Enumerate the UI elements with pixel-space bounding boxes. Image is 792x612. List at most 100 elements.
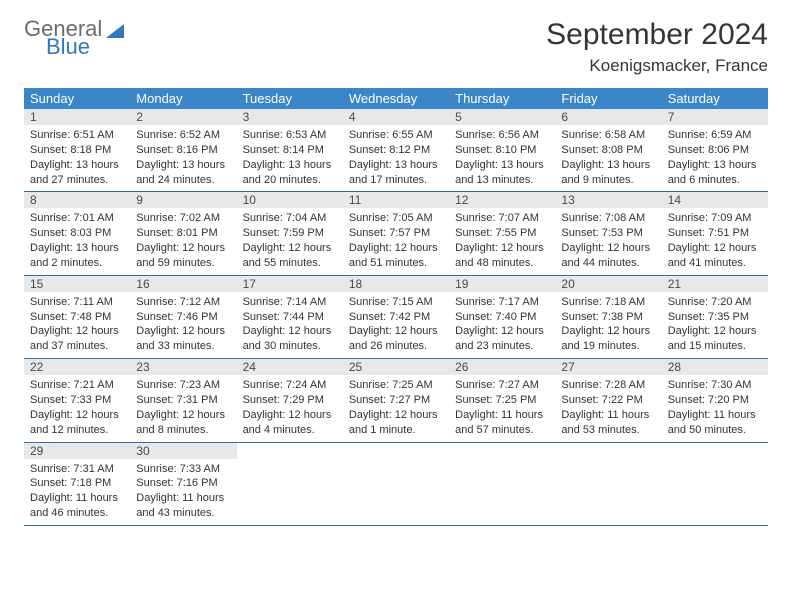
day-body: Sunrise: 7:23 AMSunset: 7:31 PMDaylight:… xyxy=(130,375,236,437)
sunset-text: Sunset: 8:12 PM xyxy=(349,143,443,158)
sunset-text: Sunset: 7:25 PM xyxy=(455,393,549,408)
day-body: Sunrise: 7:17 AMSunset: 7:40 PMDaylight:… xyxy=(449,292,555,354)
day-cell: 20Sunrise: 7:18 AMSunset: 7:38 PMDayligh… xyxy=(555,276,661,358)
empty-cell xyxy=(237,443,343,525)
day-cell: 12Sunrise: 7:07 AMSunset: 7:55 PMDayligh… xyxy=(449,192,555,274)
sunrise-text: Sunrise: 7:05 AM xyxy=(349,211,443,226)
day-cell: 9Sunrise: 7:02 AMSunset: 8:01 PMDaylight… xyxy=(130,192,236,274)
day-body: Sunrise: 7:07 AMSunset: 7:55 PMDaylight:… xyxy=(449,208,555,270)
day-number: 17 xyxy=(237,276,343,292)
day-number: 10 xyxy=(237,192,343,208)
day-body: Sunrise: 6:55 AMSunset: 8:12 PMDaylight:… xyxy=(343,125,449,187)
sunset-text: Sunset: 7:18 PM xyxy=(30,476,124,491)
sunrise-text: Sunrise: 7:30 AM xyxy=(668,378,762,393)
daylight-line2: and 53 minutes. xyxy=(561,423,655,438)
day-body: Sunrise: 7:28 AMSunset: 7:22 PMDaylight:… xyxy=(555,375,661,437)
sunset-text: Sunset: 7:42 PM xyxy=(349,310,443,325)
daylight-line2: and 48 minutes. xyxy=(455,256,549,271)
calendar: Sunday Monday Tuesday Wednesday Thursday… xyxy=(24,88,768,526)
empty-cell xyxy=(343,443,449,525)
day-number: 9 xyxy=(130,192,236,208)
sunrise-text: Sunrise: 6:53 AM xyxy=(243,128,337,143)
sunrise-text: Sunrise: 7:08 AM xyxy=(561,211,655,226)
sunset-text: Sunset: 7:59 PM xyxy=(243,226,337,241)
empty-cell xyxy=(662,443,768,525)
day-number: 30 xyxy=(130,443,236,459)
daylight-line1: Daylight: 11 hours xyxy=(668,408,762,423)
empty-cell xyxy=(449,443,555,525)
sunrise-text: Sunrise: 7:07 AM xyxy=(455,211,549,226)
daylight-line1: Daylight: 12 hours xyxy=(136,324,230,339)
sunrise-text: Sunrise: 7:25 AM xyxy=(349,378,443,393)
page-header: General Blue September 2024 Koenigsmacke… xyxy=(24,18,768,76)
daylight-line2: and 59 minutes. xyxy=(136,256,230,271)
daylight-line1: Daylight: 12 hours xyxy=(30,408,124,423)
daylight-line1: Daylight: 12 hours xyxy=(243,241,337,256)
day-number: 4 xyxy=(343,109,449,125)
daylight-line1: Daylight: 12 hours xyxy=(243,324,337,339)
daylight-line1: Daylight: 13 hours xyxy=(455,158,549,173)
day-cell: 4Sunrise: 6:55 AMSunset: 8:12 PMDaylight… xyxy=(343,109,449,191)
day-body: Sunrise: 7:04 AMSunset: 7:59 PMDaylight:… xyxy=(237,208,343,270)
daylight-line1: Daylight: 12 hours xyxy=(136,241,230,256)
day-cell: 6Sunrise: 6:58 AMSunset: 8:08 PMDaylight… xyxy=(555,109,661,191)
day-number: 14 xyxy=(662,192,768,208)
sunrise-text: Sunrise: 6:52 AM xyxy=(136,128,230,143)
sunset-text: Sunset: 7:16 PM xyxy=(136,476,230,491)
daylight-line2: and 57 minutes. xyxy=(455,423,549,438)
daylight-line1: Daylight: 12 hours xyxy=(243,408,337,423)
sunrise-text: Sunrise: 6:55 AM xyxy=(349,128,443,143)
day-body: Sunrise: 7:01 AMSunset: 8:03 PMDaylight:… xyxy=(24,208,130,270)
day-body: Sunrise: 7:08 AMSunset: 7:53 PMDaylight:… xyxy=(555,208,661,270)
sunrise-text: Sunrise: 7:18 AM xyxy=(561,295,655,310)
daylight-line1: Daylight: 13 hours xyxy=(349,158,443,173)
day-cell: 7Sunrise: 6:59 AMSunset: 8:06 PMDaylight… xyxy=(662,109,768,191)
daylight-line1: Daylight: 12 hours xyxy=(349,241,443,256)
sunset-text: Sunset: 7:48 PM xyxy=(30,310,124,325)
day-cell: 2Sunrise: 6:52 AMSunset: 8:16 PMDaylight… xyxy=(130,109,236,191)
daylight-line1: Daylight: 12 hours xyxy=(668,241,762,256)
daylight-line2: and 2 minutes. xyxy=(30,256,124,271)
day-number: 28 xyxy=(662,359,768,375)
daylight-line1: Daylight: 13 hours xyxy=(30,158,124,173)
sunset-text: Sunset: 7:31 PM xyxy=(136,393,230,408)
day-body: Sunrise: 7:21 AMSunset: 7:33 PMDaylight:… xyxy=(24,375,130,437)
day-body: Sunrise: 7:31 AMSunset: 7:18 PMDaylight:… xyxy=(24,459,130,521)
day-number: 7 xyxy=(662,109,768,125)
daylight-line2: and 6 minutes. xyxy=(668,173,762,188)
daylight-line2: and 46 minutes. xyxy=(30,506,124,521)
day-number: 6 xyxy=(555,109,661,125)
sunrise-text: Sunrise: 7:20 AM xyxy=(668,295,762,310)
sunrise-text: Sunrise: 7:31 AM xyxy=(30,462,124,477)
sunset-text: Sunset: 7:40 PM xyxy=(455,310,549,325)
day-body: Sunrise: 7:14 AMSunset: 7:44 PMDaylight:… xyxy=(237,292,343,354)
day-cell: 26Sunrise: 7:27 AMSunset: 7:25 PMDayligh… xyxy=(449,359,555,441)
daylight-line2: and 27 minutes. xyxy=(30,173,124,188)
day-number: 27 xyxy=(555,359,661,375)
sunrise-text: Sunrise: 7:24 AM xyxy=(243,378,337,393)
daylight-line1: Daylight: 11 hours xyxy=(561,408,655,423)
day-cell: 5Sunrise: 6:56 AMSunset: 8:10 PMDaylight… xyxy=(449,109,555,191)
daylight-line2: and 51 minutes. xyxy=(349,256,443,271)
week-row: 22Sunrise: 7:21 AMSunset: 7:33 PMDayligh… xyxy=(24,359,768,442)
day-body: Sunrise: 7:20 AMSunset: 7:35 PMDaylight:… xyxy=(662,292,768,354)
sunrise-text: Sunrise: 7:15 AM xyxy=(349,295,443,310)
weeks-container: 1Sunrise: 6:51 AMSunset: 8:18 PMDaylight… xyxy=(24,109,768,526)
day-cell: 18Sunrise: 7:15 AMSunset: 7:42 PMDayligh… xyxy=(343,276,449,358)
day-body: Sunrise: 7:02 AMSunset: 8:01 PMDaylight:… xyxy=(130,208,236,270)
day-number: 29 xyxy=(24,443,130,459)
day-cell: 15Sunrise: 7:11 AMSunset: 7:48 PMDayligh… xyxy=(24,276,130,358)
daylight-line2: and 4 minutes. xyxy=(243,423,337,438)
daylight-line2: and 13 minutes. xyxy=(455,173,549,188)
dow-monday: Monday xyxy=(130,88,236,109)
sunset-text: Sunset: 8:10 PM xyxy=(455,143,549,158)
sunset-text: Sunset: 8:01 PM xyxy=(136,226,230,241)
sunset-text: Sunset: 8:18 PM xyxy=(30,143,124,158)
day-cell: 22Sunrise: 7:21 AMSunset: 7:33 PMDayligh… xyxy=(24,359,130,441)
day-number: 12 xyxy=(449,192,555,208)
day-body: Sunrise: 7:25 AMSunset: 7:27 PMDaylight:… xyxy=(343,375,449,437)
daylight-line2: and 26 minutes. xyxy=(349,339,443,354)
location-subtitle: Koenigsmacker, France xyxy=(546,56,768,76)
daylight-line2: and 43 minutes. xyxy=(136,506,230,521)
week-row: 8Sunrise: 7:01 AMSunset: 8:03 PMDaylight… xyxy=(24,192,768,275)
